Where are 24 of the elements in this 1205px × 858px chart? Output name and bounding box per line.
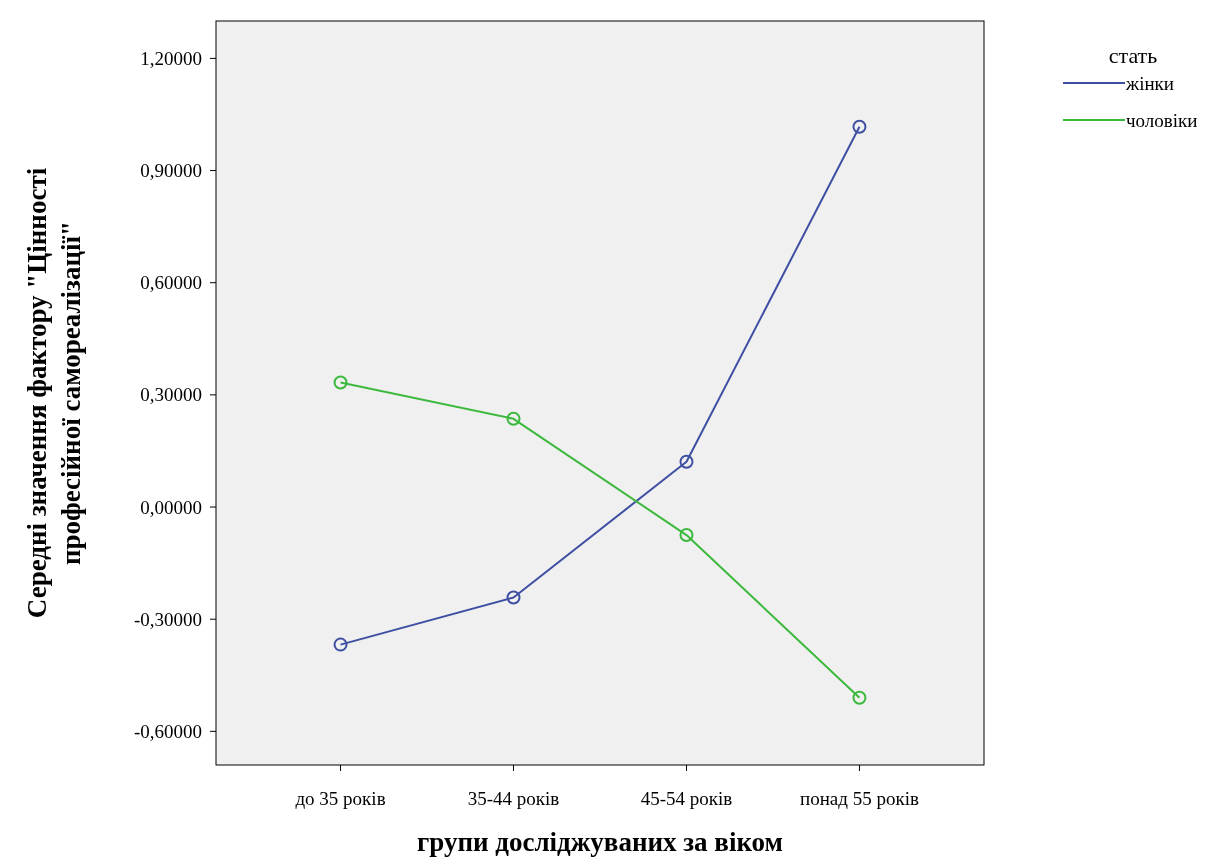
y-tick-label: 0,90000 (140, 160, 202, 182)
legend-label: жінки (1125, 72, 1174, 94)
y-tick-label: 0,30000 (140, 384, 202, 406)
x-tick-label: до 35 років (295, 788, 386, 809)
y-tick-label: 0,60000 (140, 272, 202, 294)
x-tick-label: 45-54 років (640, 788, 733, 809)
point (506, 590, 521, 605)
x-axis-title: групи досліджуваних за віком (416, 827, 784, 857)
y-tick-label: 0,00000 (140, 496, 202, 518)
y-tick-label: -0,30000 (133, 608, 202, 630)
point (679, 454, 694, 469)
legend-title: стать (1108, 43, 1158, 68)
y-tick-label: -0,60000 (133, 720, 202, 742)
legend-label: чоловіки (1126, 109, 1198, 131)
point (679, 528, 694, 543)
point (852, 119, 867, 134)
point (333, 375, 348, 390)
x-tick-label: понад 55 років (800, 788, 919, 809)
point (852, 690, 867, 705)
y-axis-title: Середні значення фактору "Цінності професійної самореалізації" (22, 167, 86, 619)
y-tick-label: 1,20000 (140, 47, 202, 69)
point (333, 637, 348, 652)
x-tick-label: 35-44 років (467, 788, 560, 809)
point (506, 411, 521, 426)
